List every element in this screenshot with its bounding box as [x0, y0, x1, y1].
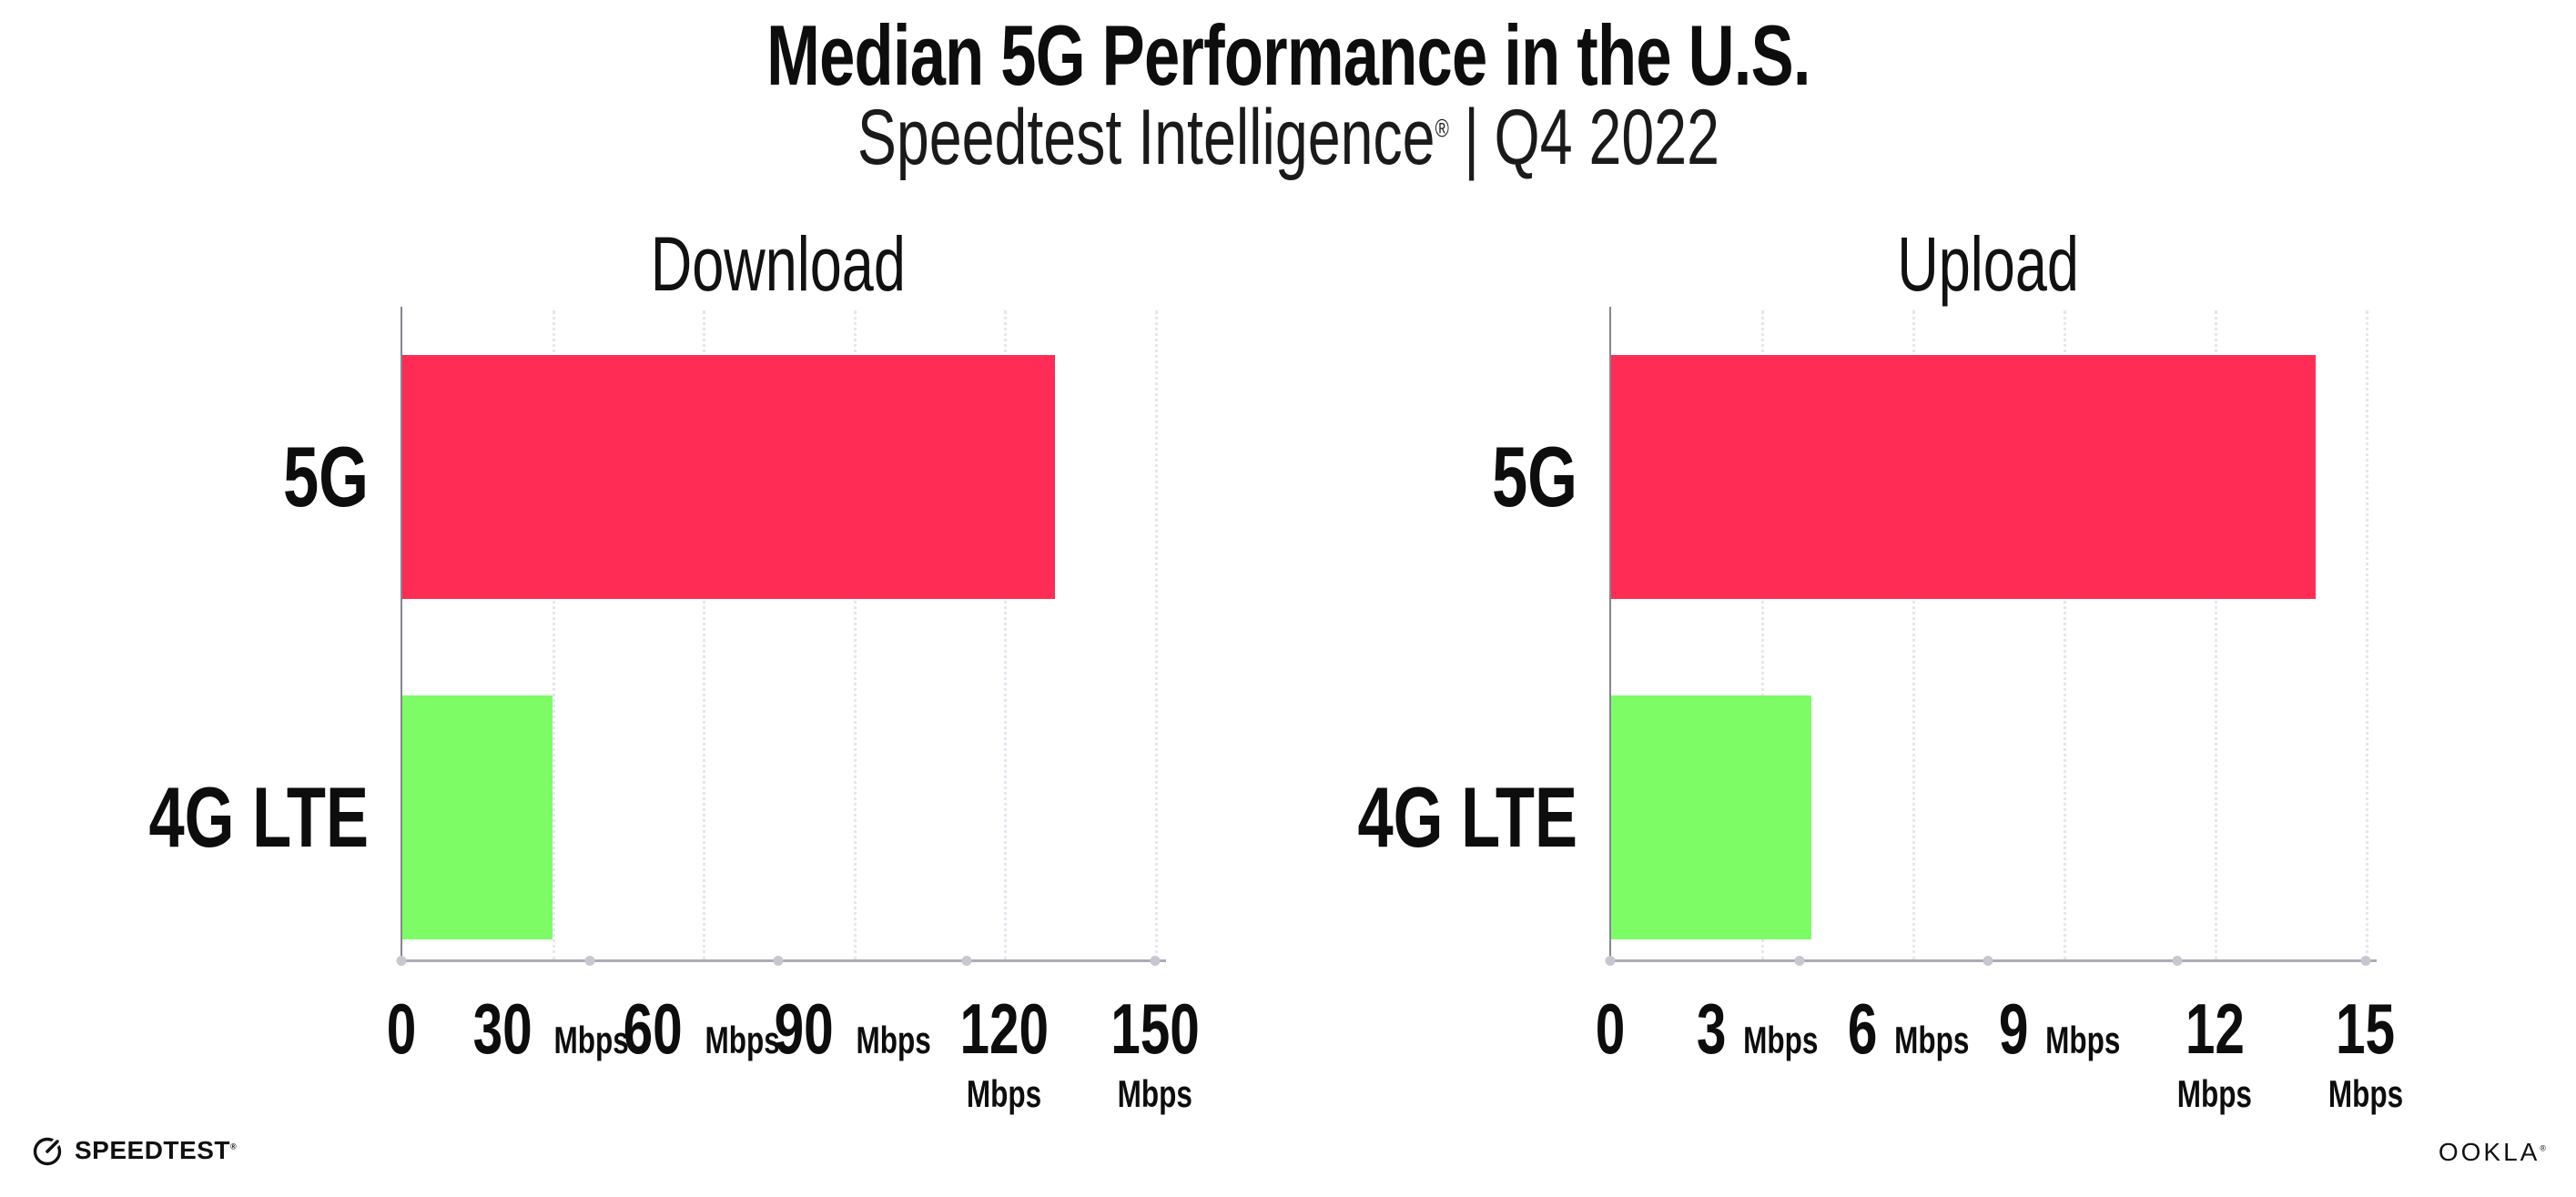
ookla-registered-mark: ®: [2540, 1143, 2549, 1153]
chart-title-upload: Upload: [1897, 221, 2079, 307]
x-tick-120: 120Mbps: [929, 993, 1080, 1113]
gridline-120: [1004, 310, 1008, 960]
x-tick-15: 15Mbps: [2316, 993, 2416, 1113]
category-label-4g-lte: 4G LTE: [1357, 769, 1577, 866]
gridline-90: [853, 310, 857, 960]
page-title: Median 5G Performance in the U.S.: [0, 13, 2576, 98]
category-label-4g-lte: 4G LTE: [148, 769, 369, 866]
subtitle-brand: Speedtest Intelligence: [857, 94, 1435, 181]
gridline-150: [1155, 310, 1158, 960]
x-tick-150: 150Mbps: [1096, 993, 1214, 1113]
bar-5g-upload: [1610, 355, 2316, 599]
gridline-9: [2064, 310, 2066, 960]
subtitle-period: Q4 2022: [1494, 94, 1719, 181]
x-tick-unit: Mbps: [553, 1019, 630, 1061]
x-tick-12: 12Mbps: [2139, 993, 2290, 1113]
axis-dot: [1983, 956, 1993, 966]
gridline-3: [1761, 310, 1764, 960]
category-label-5g: 5G: [1491, 429, 1577, 525]
x-tick-value: 150: [1111, 989, 1200, 1069]
x-tick-0: 0: [1590, 993, 1629, 1064]
speedtest-gauge-icon: [33, 1137, 62, 1166]
x-tick-30: 30 Mbps: [462, 993, 641, 1064]
x-tick-unit: Mbps: [1117, 1072, 1193, 1115]
x-tick-unit: Mbps: [1743, 1019, 1819, 1061]
download-chart: Download 5G 4G LTE 0 30 Mbps 60 Mbps 90 Mbps 120Mb…: [148, 226, 1199, 1112]
y-axis-line: [401, 307, 402, 960]
speedtest-logo: SPEEDTEST®: [31, 1134, 237, 1167]
bar-4g-lte-upload: [1610, 695, 1812, 940]
x-tick-unit: Mbps: [705, 1019, 780, 1061]
page-subtitle: Speedtest Intelligence® | Q4 2022: [0, 98, 2576, 177]
y-axis-line: [1609, 307, 1611, 960]
gridline-60: [703, 310, 706, 960]
x-tick-value: 0: [1595, 989, 1626, 1069]
speedtest-registered-mark: ®: [229, 1141, 238, 1151]
x-tick-value: 90: [774, 989, 834, 1069]
ookla-wordmark: OOKLA: [2438, 1138, 2541, 1166]
gridline-12: [2215, 310, 2217, 960]
x-tick-unit: Mbps: [2045, 1019, 2121, 1061]
x-tick-6: 6 Mbps: [1842, 993, 1982, 1064]
axis-dot: [584, 956, 595, 966]
ookla-logo: OOKLA®: [2439, 1140, 2549, 1165]
x-tick-value: 15: [2336, 989, 2396, 1069]
x-tick-unit: Mbps: [856, 1019, 931, 1061]
speedtest-wordmark: SPEEDTEST®: [75, 1136, 238, 1164]
gridline-30: [552, 310, 555, 960]
axis-dot: [773, 956, 784, 966]
chart-title-download: Download: [650, 221, 907, 307]
axis-dot: [1150, 956, 1161, 966]
category-label-5g: 5G: [282, 429, 369, 525]
x-tick-value: 12: [2185, 989, 2245, 1069]
axis-dot: [2360, 956, 2371, 966]
x-tick-90: 90 Mbps: [765, 993, 943, 1064]
x-tick-0: 0: [381, 993, 421, 1064]
x-tick-unit: Mbps: [2328, 1072, 2404, 1115]
axis-dot: [1794, 956, 1804, 966]
gridline-6: [1912, 310, 1915, 960]
x-tick-value: 30: [472, 989, 532, 1069]
page-title-text: Median 5G Performance in the U.S.: [766, 7, 1810, 103]
x-tick-value: 0: [386, 989, 417, 1069]
x-tick-unit: Mbps: [967, 1072, 1042, 1115]
subtitle-divider: |: [1463, 94, 1479, 181]
bar-5g-download: [401, 355, 1055, 599]
x-tick-60: 60 Mbps: [614, 993, 792, 1064]
bar-4g-lte-download: [401, 695, 553, 940]
x-tick-unit: Mbps: [1894, 1019, 1970, 1061]
axis-dot: [2172, 956, 2182, 966]
x-tick-value: 3: [1696, 989, 1727, 1069]
axis-dot: [1605, 956, 1616, 966]
axis-dot: [961, 956, 972, 966]
x-tick-value: 60: [623, 989, 683, 1069]
axis-dot: [396, 956, 407, 966]
x-tick-value: 120: [959, 989, 1050, 1069]
x-tick-3: 3 Mbps: [1691, 993, 1831, 1064]
registered-mark: ®: [1435, 114, 1449, 143]
gridline-15: [2366, 310, 2368, 960]
x-tick-value: 9: [1998, 989, 2029, 1069]
x-tick-9: 9 Mbps: [1993, 993, 2133, 1064]
x-tick-value: 6: [1847, 989, 1878, 1069]
upload-chart: Upload 5G 4G LTE 0 3 Mbps 6 Mbps 9 Mbps 12Mbps 15Mb…: [1357, 226, 2403, 1112]
x-tick-unit: Mbps: [2176, 1072, 2253, 1115]
